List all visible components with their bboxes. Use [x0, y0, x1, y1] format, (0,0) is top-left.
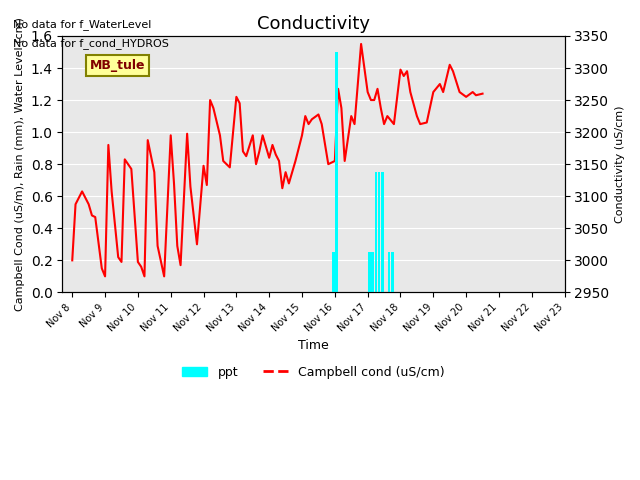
Y-axis label: Conductivity (uS/cm): Conductivity (uS/cm)	[615, 106, 625, 223]
Bar	[335, 52, 338, 292]
Bar	[332, 252, 335, 292]
X-axis label: Time: Time	[298, 339, 329, 352]
Title: Conductivity: Conductivity	[257, 15, 370, 33]
Bar	[378, 172, 380, 292]
Bar	[368, 252, 371, 292]
Bar	[391, 252, 394, 292]
Y-axis label: Campbell Cond (uS/m), Rain (mm), Water Level (cm): Campbell Cond (uS/m), Rain (mm), Water L…	[15, 17, 25, 311]
Legend: ppt, Campbell cond (uS/cm): ppt, Campbell cond (uS/cm)	[177, 360, 450, 384]
Bar	[374, 172, 377, 292]
Bar	[371, 252, 374, 292]
Text: No data for f_WaterLevel: No data for f_WaterLevel	[13, 19, 151, 30]
Text: No data for f_cond_HYDROS: No data for f_cond_HYDROS	[13, 38, 169, 49]
Bar	[381, 172, 384, 292]
Bar	[388, 252, 390, 292]
Text: MB_tule: MB_tule	[90, 59, 145, 72]
